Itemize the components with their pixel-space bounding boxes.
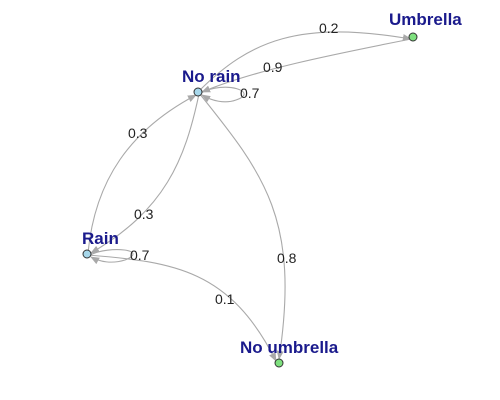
edge-umbrella-to-no-rain [201, 38, 412, 93]
node-label-rain: Rain [82, 229, 119, 248]
edge-weight-label: 0.3 [128, 125, 148, 141]
node-umbrella[interactable] [408, 32, 418, 42]
edge-weight-label: 0.2 [319, 20, 339, 36]
edge-weight-label: 0.7 [240, 85, 260, 101]
edges-layer [87, 31, 412, 362]
edge-no-rain-to-no-umbrella [198, 92, 286, 360]
node-labels-layer: No rain Rain Umbrella No umbrella [82, 10, 462, 357]
edge-labels-layer: 0.2 0.9 0.7 0.3 0.3 0.7 0.1 0.8 [128, 20, 339, 307]
edge-rain-to-no-rain [87, 94, 197, 254]
node-no-rain[interactable] [193, 87, 203, 97]
nodes-layer [82, 32, 418, 368]
edge-weight-label: 0.3 [134, 206, 154, 222]
edge-weight-label: 0.1 [215, 291, 235, 307]
node-label-no-umbrella: No umbrella [240, 338, 339, 357]
node-label-no-rain: No rain [182, 67, 241, 86]
node-label-umbrella: Umbrella [389, 10, 462, 29]
node-rain[interactable] [82, 249, 92, 259]
edge-weight-label: 0.8 [277, 250, 297, 266]
node-no-umbrella[interactable] [274, 358, 284, 368]
edge-rain-to-no-umbrella [87, 254, 277, 362]
edge-no-rain-self-loop [200, 86, 245, 103]
edge-weight-label: 0.9 [263, 59, 283, 75]
edge-rain-self-loop [89, 249, 134, 265]
edge-no-rain-to-umbrella [198, 31, 412, 92]
edge-weight-label: 0.7 [130, 247, 150, 263]
edge-no-rain-to-rain [90, 93, 200, 254]
